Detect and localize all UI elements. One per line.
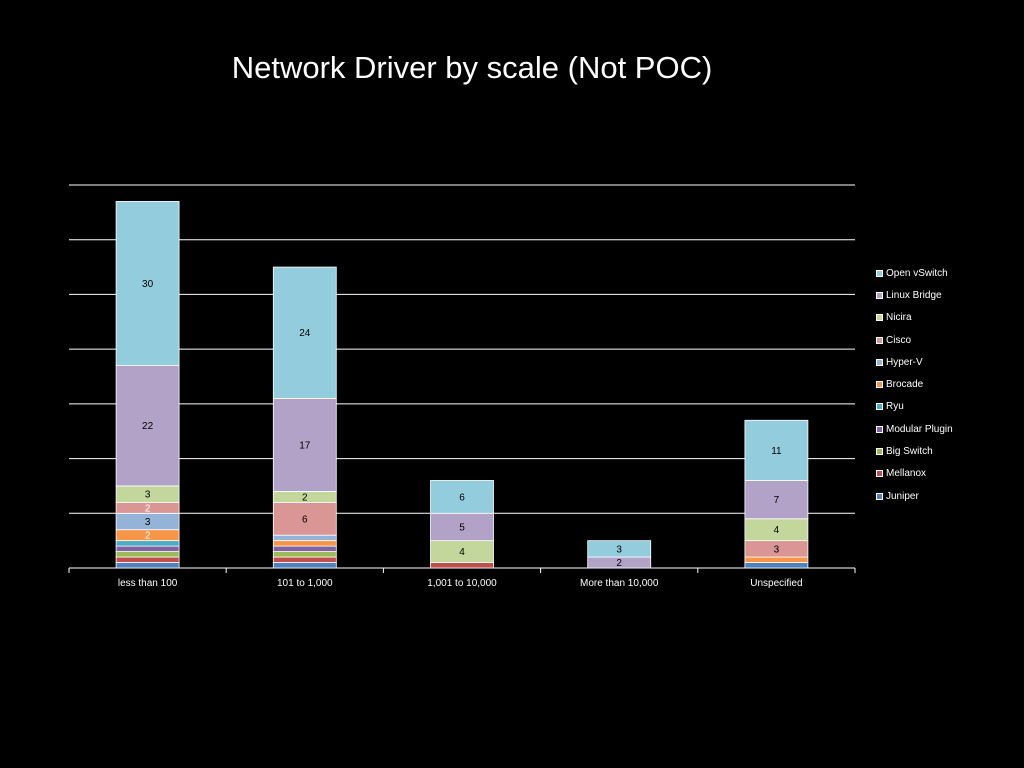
bar-segment-modular-plugin <box>115 545 180 552</box>
legend-label: Big Switch <box>886 446 933 458</box>
bar-segment-juniper <box>272 562 337 569</box>
data-label: 2 <box>616 558 622 569</box>
data-label: 3 <box>145 517 151 528</box>
bar-segment-big-switch <box>272 551 337 558</box>
bar-segment-brocade <box>272 540 337 547</box>
data-label: 2 <box>302 492 308 503</box>
legend-item-cisco: Cisco <box>876 329 953 351</box>
legend-item-juniper: Juniper <box>876 485 953 507</box>
bar-segment-mellanox <box>430 562 494 569</box>
legend-item-modular-plugin: Modular Plugin <box>876 418 953 440</box>
bar-segment-mellanox <box>115 556 180 563</box>
bar-segment-linux-bridge <box>744 480 809 520</box>
data-label: 17 <box>299 440 311 451</box>
data-label: 5 <box>459 522 465 533</box>
legend-swatch <box>876 358 883 366</box>
bar-segment-open-vswitch <box>272 266 337 399</box>
data-label: 3 <box>145 490 151 501</box>
bar-segment-open-vswitch <box>115 201 180 366</box>
legend-swatch <box>876 470 883 478</box>
data-label: 30 <box>142 279 154 290</box>
legend-label: Open vSwitch <box>886 267 948 279</box>
data-label: 3 <box>774 544 780 555</box>
bar-segment-open-vswitch <box>587 540 652 558</box>
x-tick-label: 1,001 to 10,000 <box>427 578 497 589</box>
data-label: 4 <box>774 525 780 536</box>
bar-segment-open-vswitch <box>744 419 809 481</box>
bar-segment-open-vswitch <box>430 480 494 514</box>
legend-item-open-vswitch: Open vSwitch <box>876 262 953 284</box>
legend-label: Hyper-V <box>886 356 923 368</box>
legend-item-hyper-v: Hyper-V <box>876 351 953 373</box>
legend-label: Linux Bridge <box>886 289 942 301</box>
legend-label: Nicira <box>886 312 912 324</box>
legend-item-ryu: Ryu <box>876 396 953 418</box>
data-label: 3 <box>616 544 622 555</box>
data-label: 2 <box>145 503 151 514</box>
data-label: 6 <box>302 514 308 525</box>
data-label: 7 <box>774 495 780 506</box>
legend-item-mellanox: Mellanox <box>876 463 953 485</box>
legend-swatch <box>876 291 883 299</box>
bar-segment-modular-plugin <box>272 545 337 552</box>
legend-item-brocade: Brocade <box>876 373 953 395</box>
bar-segment-brocade <box>744 556 809 563</box>
data-label: 22 <box>142 421 154 432</box>
bar-segment-juniper <box>115 562 180 569</box>
chart-title: Network Driver by scale (Not POC) <box>231 50 713 85</box>
x-tick-label: Unspecified <box>750 578 802 589</box>
legend-swatch <box>876 314 883 322</box>
bar-segment-big-switch <box>115 551 180 558</box>
bar-segment-mellanox <box>272 556 337 563</box>
data-label: 6 <box>459 492 465 503</box>
bar-segment-hyper-v <box>272 534 337 542</box>
legend-label: Juniper <box>886 490 919 502</box>
bar-segment-linux-bridge <box>272 397 337 492</box>
legend-swatch <box>876 403 883 411</box>
legend-item-nicira: Nicira <box>876 307 953 329</box>
legend-swatch <box>876 269 883 277</box>
bar-segment-linux-bridge <box>115 365 180 487</box>
x-tick-label: More than 10,000 <box>580 578 659 589</box>
legend-item-big-switch: Big Switch <box>876 440 953 462</box>
legend-swatch <box>876 492 883 500</box>
legend-swatch <box>876 425 883 433</box>
bar-segment-juniper <box>744 562 809 569</box>
legend-label: Cisco <box>886 334 912 346</box>
bar-segment-cisco <box>272 501 337 536</box>
data-label: 2 <box>145 531 151 542</box>
legend-label: Ryu <box>886 401 904 413</box>
legend-label: Brocade <box>886 379 924 391</box>
legend-swatch <box>876 336 883 344</box>
data-label: 4 <box>459 547 465 558</box>
legend-swatch <box>876 381 883 389</box>
chart-legend: Open vSwitch Linux Bridge Nicira Cisco Hyper… <box>876 262 953 507</box>
data-label: 24 <box>299 328 311 339</box>
legend-label: Modular Plugin <box>886 423 953 435</box>
legend-swatch <box>876 448 883 456</box>
legend-label: Mellanox <box>886 468 927 480</box>
bar-segment-linux-bridge <box>430 512 494 542</box>
x-tick-label: less than 100 <box>118 578 178 589</box>
legend-item-linux-bridge: Linux Bridge <box>876 284 953 306</box>
x-tick-label: 101 to 1,000 <box>277 578 333 589</box>
data-label: 11 <box>771 446 782 457</box>
